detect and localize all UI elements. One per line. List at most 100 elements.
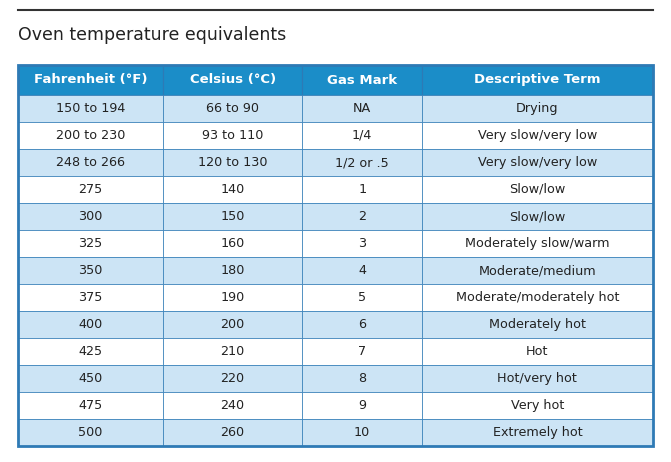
Text: Moderate/moderately hot: Moderate/moderately hot	[456, 291, 619, 304]
Bar	[303, 338, 422, 365]
Text: 93 to 110: 93 to 110	[202, 129, 263, 142]
Text: 180: 180	[221, 264, 245, 277]
Bar	[303, 176, 422, 203]
Bar	[422, 257, 653, 284]
Text: Slow/low: Slow/low	[509, 183, 566, 196]
Bar	[422, 419, 653, 446]
Bar	[163, 338, 303, 365]
Text: 375: 375	[79, 291, 103, 304]
Text: Drying: Drying	[516, 102, 559, 115]
Bar	[422, 311, 653, 338]
Text: Descriptive Term: Descriptive Term	[474, 73, 601, 86]
Text: Moderately hot: Moderately hot	[489, 318, 586, 331]
Bar	[303, 392, 422, 419]
Bar	[18, 95, 163, 122]
Bar	[163, 311, 303, 338]
Bar	[18, 65, 653, 446]
Bar	[18, 284, 163, 311]
Bar	[163, 95, 303, 122]
Text: 425: 425	[79, 345, 103, 358]
Text: Fahrenheit (°F): Fahrenheit (°F)	[34, 73, 147, 86]
Bar	[18, 176, 163, 203]
Text: 8: 8	[358, 372, 366, 385]
Text: 400: 400	[79, 318, 103, 331]
Text: Very slow/very low: Very slow/very low	[478, 156, 597, 169]
Bar	[18, 203, 163, 230]
Bar	[422, 65, 653, 95]
Text: 275: 275	[79, 183, 103, 196]
Text: Hot: Hot	[526, 345, 549, 358]
Text: 7: 7	[358, 345, 366, 358]
Text: 260: 260	[221, 426, 245, 439]
Text: Very hot: Very hot	[511, 399, 564, 412]
Bar	[303, 284, 422, 311]
Text: 220: 220	[221, 372, 245, 385]
Bar	[303, 149, 422, 176]
Text: 190: 190	[221, 291, 245, 304]
Text: 300: 300	[79, 210, 103, 223]
Text: 9: 9	[358, 399, 366, 412]
Text: 150 to 194: 150 to 194	[56, 102, 125, 115]
Bar	[422, 203, 653, 230]
Bar	[303, 95, 422, 122]
Text: 3: 3	[358, 237, 366, 250]
Bar	[163, 122, 303, 149]
Bar	[18, 338, 163, 365]
Bar	[163, 65, 303, 95]
Text: 150: 150	[221, 210, 245, 223]
Text: 325: 325	[79, 237, 103, 250]
Bar	[18, 65, 163, 95]
Text: 200 to 230: 200 to 230	[56, 129, 125, 142]
Bar	[303, 419, 422, 446]
Text: Gas Mark: Gas Mark	[327, 73, 397, 86]
Bar	[422, 95, 653, 122]
Text: 240: 240	[221, 399, 245, 412]
Text: 450: 450	[79, 372, 103, 385]
Bar	[422, 230, 653, 257]
Text: 5: 5	[358, 291, 366, 304]
Text: 4: 4	[358, 264, 366, 277]
Text: Very slow/very low: Very slow/very low	[478, 129, 597, 142]
Text: Hot/very hot: Hot/very hot	[497, 372, 577, 385]
Bar	[303, 257, 422, 284]
Bar	[422, 365, 653, 392]
Bar	[163, 149, 303, 176]
Text: Celsius (°C): Celsius (°C)	[190, 73, 276, 86]
Bar	[18, 122, 163, 149]
Text: 500: 500	[79, 426, 103, 439]
Bar	[303, 65, 422, 95]
Text: 66 to 90: 66 to 90	[206, 102, 259, 115]
Bar	[163, 392, 303, 419]
Bar	[163, 176, 303, 203]
Bar	[303, 365, 422, 392]
Text: Extremely hot: Extremely hot	[493, 426, 582, 439]
Bar	[303, 122, 422, 149]
Text: 10: 10	[354, 426, 370, 439]
Bar	[163, 257, 303, 284]
Bar	[18, 149, 163, 176]
Bar	[303, 311, 422, 338]
Bar	[163, 203, 303, 230]
Text: 475: 475	[79, 399, 103, 412]
Bar	[303, 230, 422, 257]
Text: Slow/low: Slow/low	[509, 210, 566, 223]
Bar	[18, 311, 163, 338]
Bar	[303, 203, 422, 230]
Text: 2: 2	[358, 210, 366, 223]
Text: 6: 6	[358, 318, 366, 331]
Text: Oven temperature equivalents: Oven temperature equivalents	[18, 26, 287, 44]
Bar	[18, 257, 163, 284]
Text: 200: 200	[221, 318, 245, 331]
Text: NA: NA	[353, 102, 371, 115]
Bar	[422, 284, 653, 311]
Bar	[18, 392, 163, 419]
Bar	[163, 419, 303, 446]
Text: 210: 210	[221, 345, 245, 358]
Text: 248 to 266: 248 to 266	[56, 156, 125, 169]
Bar	[18, 230, 163, 257]
Text: Moderately slow/warm: Moderately slow/warm	[465, 237, 610, 250]
Bar	[422, 122, 653, 149]
Bar	[422, 338, 653, 365]
Bar	[422, 392, 653, 419]
Bar	[18, 419, 163, 446]
